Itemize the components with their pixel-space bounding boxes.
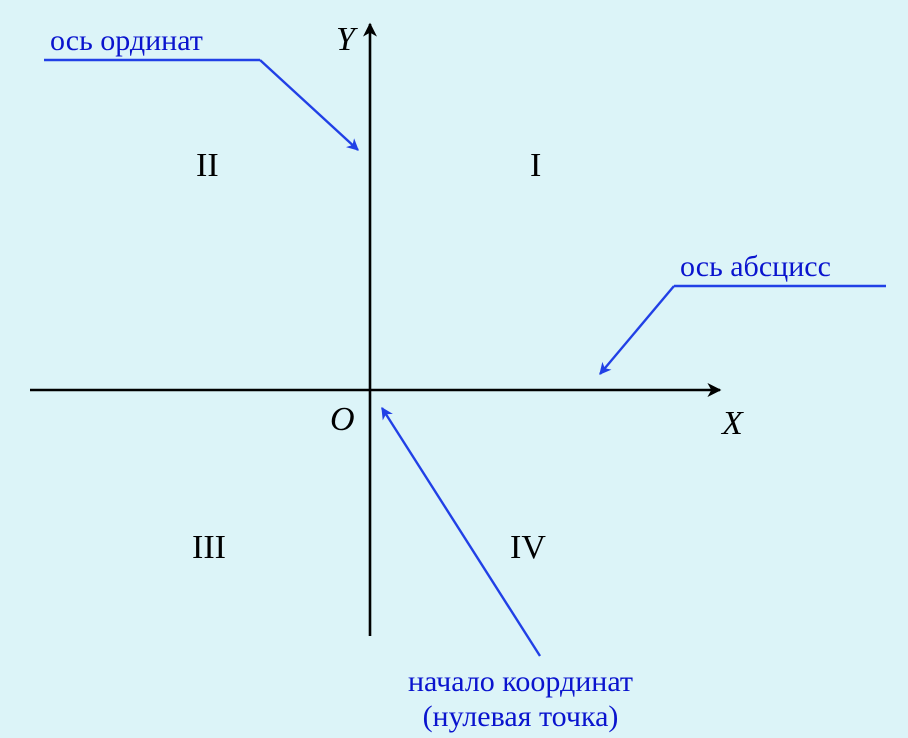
quadrant-label-1: I — [530, 146, 541, 185]
x-axis-label-arrow — [600, 286, 674, 374]
x-axis-letter: X — [722, 404, 743, 443]
quadrant-label-3: III — [192, 528, 226, 567]
coordinate-plane-diagram: XYOIIIIIIIVось ординатось абсциссначало … — [0, 0, 908, 738]
x-axis-label: ось абсцисс — [680, 250, 831, 285]
quadrant-label-4: IV — [510, 528, 546, 567]
quadrant-label-2: II — [196, 146, 219, 185]
y-axis-label: ось ординат — [50, 24, 203, 59]
y-axis-letter: Y — [336, 20, 355, 59]
origin-letter: O — [330, 400, 355, 439]
origin-label: начало координат(нулевая точка) — [408, 665, 633, 734]
y-axis-label-arrow — [260, 60, 358, 150]
diagram-svg — [0, 0, 908, 738]
